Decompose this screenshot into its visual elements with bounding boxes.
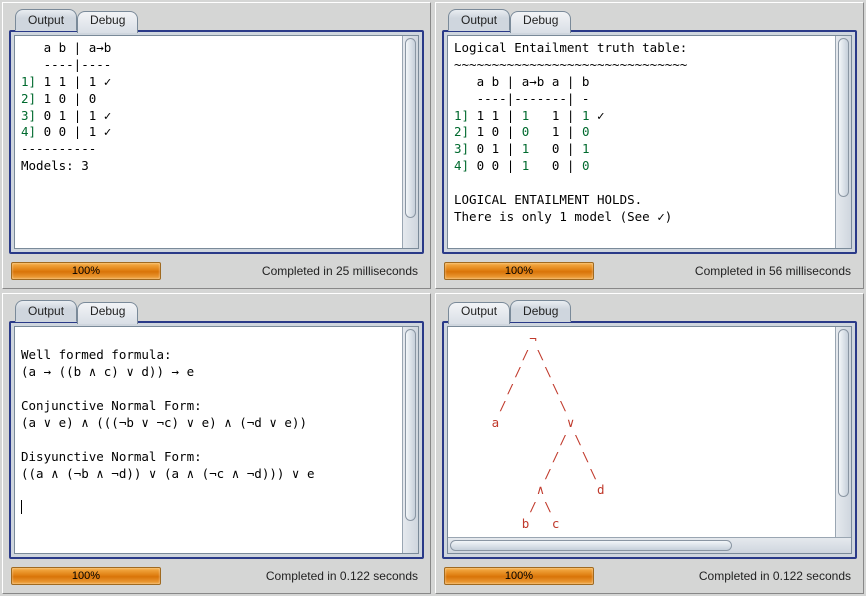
output-textarea[interactable]: a b | a→b ----|---- 1] 1 1 | 1 ✓ 2] 1 0 … (15, 36, 402, 248)
tab-debug[interactable]: Debug (510, 300, 571, 322)
progress-bar: 100% (11, 262, 161, 280)
output-wrap: Logical Entailment truth table: ~~~~~~~~… (447, 35, 852, 249)
output-wrap: ¬ / \ / \ / \ / \ a ∨ / \ / \ / \ ∧ d / … (447, 326, 852, 555)
debug-textarea[interactable]: ¬ / \ / \ / \ / \ a ∨ / \ / \ / \ ∧ d / … (448, 327, 835, 538)
tab-debug[interactable]: Debug (77, 302, 138, 324)
status-bar: 100% Completed in 0.122 seconds (442, 559, 857, 587)
progress-bar: 100% (444, 262, 594, 280)
panel-bottom-left: Output Debug Well formed formula: (a → (… (2, 293, 431, 595)
vertical-scrollbar[interactable] (835, 327, 851, 538)
tab-bar: Output Debug (9, 9, 424, 31)
content-frame: Logical Entailment truth table: ~~~~~~~~… (442, 30, 857, 254)
progress-bar: 100% (444, 567, 594, 585)
status-text: Completed in 0.122 seconds (602, 569, 855, 583)
panel-grid: Output Debug a b | a→b ----|---- 1] 1 1 … (0, 0, 866, 596)
tab-bar: Output Debug (9, 300, 424, 322)
content-frame: ¬ / \ / \ / \ / \ a ∨ / \ / \ / \ ∧ d / … (442, 321, 857, 560)
tab-output[interactable]: Output (15, 300, 77, 322)
tab-bar: Output Debug (442, 9, 857, 31)
status-bar: 100% Completed in 56 milliseconds (442, 254, 857, 282)
status-text: Completed in 0.122 seconds (169, 569, 422, 583)
tab-debug[interactable]: Debug (510, 11, 571, 33)
status-bar: 100% Completed in 25 milliseconds (9, 254, 424, 282)
panel-top-left: Output Debug a b | a→b ----|---- 1] 1 1 … (2, 2, 431, 289)
tab-output[interactable]: Output (15, 9, 77, 31)
vertical-scrollbar[interactable] (835, 36, 851, 248)
tab-output[interactable]: Output (448, 9, 510, 31)
status-bar: 100% Completed in 0.122 seconds (9, 559, 424, 587)
panel-bottom-right: Output Debug ¬ / \ / \ / \ / \ a ∨ / \ /… (435, 293, 864, 595)
tab-bar: Output Debug (442, 300, 857, 322)
vertical-scrollbar[interactable] (402, 36, 418, 248)
progress-bar: 100% (11, 567, 161, 585)
output-wrap: Well formed formula: (a → ((b ∧ c) ∨ d))… (14, 326, 419, 555)
vertical-scrollbar[interactable] (402, 327, 418, 554)
horizontal-scrollbar[interactable] (448, 537, 851, 553)
output-textarea[interactable]: Logical Entailment truth table: ~~~~~~~~… (448, 36, 835, 248)
panel-top-right: Output Debug Logical Entailment truth ta… (435, 2, 864, 289)
tab-debug[interactable]: Debug (77, 11, 138, 33)
status-text: Completed in 56 milliseconds (602, 264, 855, 278)
content-frame: a b | a→b ----|---- 1] 1 1 | 1 ✓ 2] 1 0 … (9, 30, 424, 254)
tab-output[interactable]: Output (448, 302, 510, 324)
output-textarea[interactable]: Well formed formula: (a → ((b ∧ c) ∨ d))… (15, 327, 402, 554)
status-text: Completed in 25 milliseconds (169, 264, 422, 278)
output-wrap: a b | a→b ----|---- 1] 1 1 | 1 ✓ 2] 1 0 … (14, 35, 419, 249)
content-frame: Well formed formula: (a → ((b ∧ c) ∨ d))… (9, 321, 424, 560)
